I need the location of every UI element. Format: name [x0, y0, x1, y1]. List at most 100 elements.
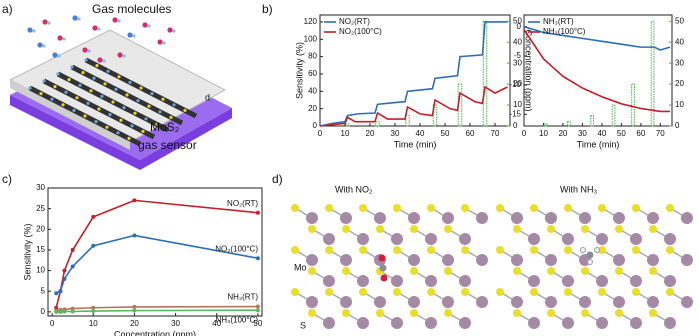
- s-atom: [393, 246, 401, 254]
- x-tick-label: 10: [341, 129, 350, 138]
- atom: [83, 114, 87, 118]
- s-atom: [410, 225, 418, 233]
- plot-frame: [47, 187, 263, 317]
- mo-atom: [425, 317, 437, 329]
- mo-atom: [647, 296, 659, 308]
- molecule: [52, 52, 58, 58]
- molecule: [122, 54, 126, 58]
- s-atom: [496, 204, 504, 212]
- atom: [117, 75, 121, 79]
- concentration-bar: [543, 123, 548, 127]
- atom: [125, 93, 129, 97]
- mo-atom: [323, 233, 335, 245]
- marker: [255, 308, 260, 313]
- atom: [116, 131, 120, 135]
- s-atom: [325, 246, 333, 254]
- atom: [144, 117, 148, 121]
- y2-tick-label: 40: [513, 37, 522, 46]
- lattice: [291, 204, 693, 329]
- series-line: [56, 309, 258, 313]
- marker: [58, 309, 63, 314]
- x-tick-label: 0: [522, 129, 527, 138]
- n-atom: [379, 264, 387, 272]
- mo-atom: [476, 254, 488, 266]
- s-atom: [461, 288, 469, 296]
- mo-atom: [630, 233, 642, 245]
- mo-atom: [511, 254, 523, 266]
- molecule: [172, 29, 176, 33]
- atom: [42, 79, 46, 83]
- atom-label: Mo: [294, 262, 307, 272]
- mo-atom: [545, 212, 557, 224]
- s-atom: [547, 267, 555, 275]
- atom: [72, 108, 76, 112]
- s-atom: [461, 204, 469, 212]
- panel-label: a): [2, 2, 13, 16]
- molecule: [42, 44, 46, 48]
- x-tick-label: 40: [416, 129, 425, 138]
- s-atom: [564, 204, 572, 212]
- molecule: [112, 17, 118, 23]
- s-atom: [427, 204, 435, 212]
- atom: [53, 85, 57, 89]
- atom: [100, 94, 104, 98]
- s-atom: [342, 225, 350, 233]
- molecule: [32, 29, 36, 33]
- panel-label: c): [2, 172, 12, 186]
- legend-label: NH₃(100°C): [543, 27, 586, 36]
- plot-frame: [523, 14, 673, 127]
- mo-atom: [613, 254, 625, 266]
- concentration-bar: [590, 115, 595, 127]
- s-atom: [615, 267, 623, 275]
- atom: [50, 97, 54, 101]
- structure-title: With NO₂: [335, 184, 373, 194]
- s-atom: [325, 288, 333, 296]
- atom: [97, 107, 101, 111]
- atom: [150, 92, 154, 96]
- y2-tick-label: 10: [675, 100, 684, 109]
- atom: [183, 108, 187, 112]
- s-atom: [581, 267, 589, 275]
- marker: [91, 214, 96, 219]
- n-atom: [586, 251, 594, 259]
- legend-label: NO₂(RT): [339, 17, 370, 26]
- y2-tick-label: 40: [675, 37, 684, 46]
- h-atom: [580, 247, 586, 253]
- marker: [91, 309, 96, 314]
- y-tick-label: 120: [304, 17, 318, 26]
- y-tick-label: 60: [308, 69, 317, 78]
- s-atom: [308, 309, 316, 317]
- s-atom: [291, 246, 299, 254]
- atom: [75, 96, 79, 100]
- y-tick-label: 0: [313, 121, 318, 130]
- mo-atom: [562, 233, 574, 245]
- x-tick-label: 40: [597, 129, 606, 138]
- molecule: [117, 19, 121, 23]
- marker: [54, 305, 59, 310]
- atom: [61, 103, 65, 107]
- mo-atom: [562, 275, 574, 287]
- s-atom: [427, 288, 435, 296]
- atom: [139, 86, 143, 90]
- atom: [78, 83, 82, 87]
- gap-label: d: [205, 92, 210, 102]
- molecule: [167, 27, 173, 33]
- mo-atom: [306, 254, 318, 266]
- molecule: [97, 57, 103, 63]
- concentration-bar: [375, 121, 380, 127]
- atom: [136, 99, 140, 103]
- molecule: [157, 39, 163, 45]
- mo-atom: [579, 212, 591, 224]
- y-tick-label: 20: [36, 224, 45, 233]
- s-atom: [598, 246, 606, 254]
- molecule: [57, 54, 61, 58]
- x-tick-label: 10: [539, 129, 548, 138]
- atom: [108, 113, 112, 117]
- x-tick-label: 70: [656, 129, 665, 138]
- mo-atom: [408, 296, 420, 308]
- legend-label: NH₃(RT): [543, 17, 574, 26]
- atom: [169, 115, 173, 119]
- s-atom: [649, 225, 657, 233]
- x-tick-label: 50: [617, 129, 626, 138]
